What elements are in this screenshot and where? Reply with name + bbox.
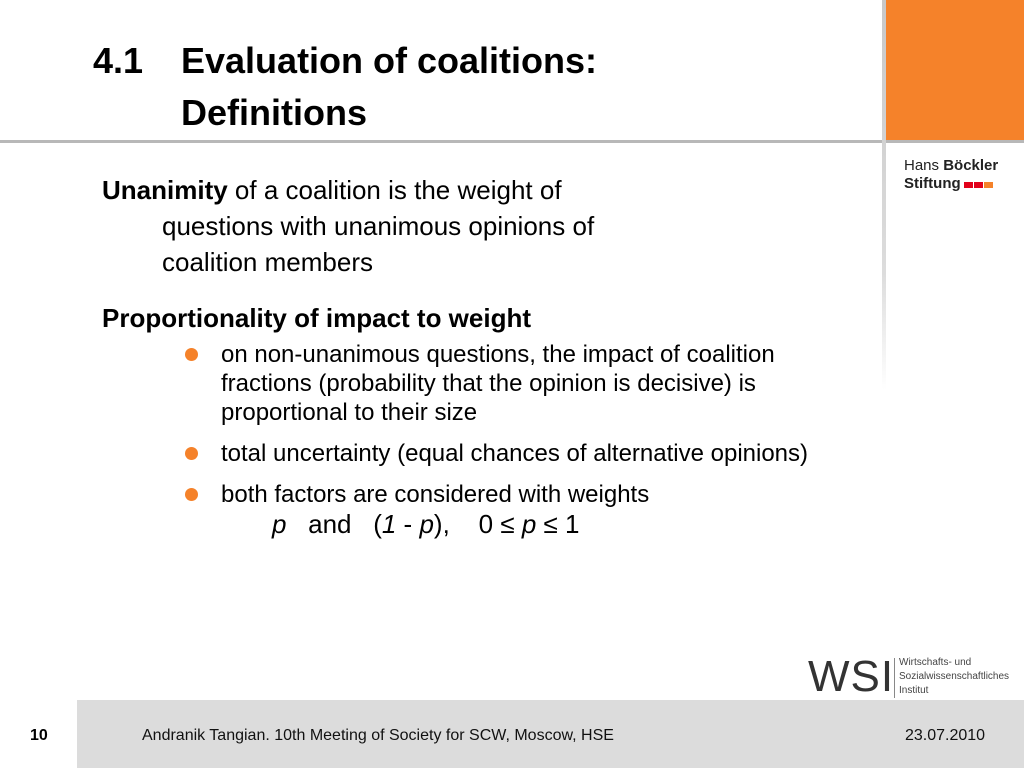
- unanimity-term: Unanimity: [102, 175, 228, 205]
- formula-range: ), 0 ≤: [433, 509, 522, 539]
- bullet-item: total uncertainty (equal chances of alte…: [184, 439, 862, 468]
- proportionality-heading: Proportionality of impact to weight: [102, 303, 531, 333]
- title-divider: [0, 140, 882, 143]
- bullet-dot-icon: [185, 447, 198, 460]
- accent-block: [886, 0, 1024, 140]
- wsi-caption-line: Wirtschafts- und: [899, 657, 972, 668]
- page-number: 10: [30, 727, 48, 744]
- formula-and: and (: [286, 509, 382, 539]
- bullet-text: both factors are considered with weights: [221, 481, 650, 508]
- logo-word-stiftung: Stiftung: [904, 175, 961, 192]
- logo-word-boeckler: Böckler: [943, 157, 999, 174]
- bullet-text: total uncertainty (equal chances of alte…: [221, 440, 809, 467]
- bullet-dot-icon: [185, 348, 198, 361]
- wsi-caption: Wirtschafts- und Sozialwissenschaftliche…: [899, 656, 1019, 698]
- page-title-line1: Evaluation of coalitions:: [181, 40, 598, 81]
- weights-formula: p and (1 - p), 0 ≤ p ≤ 1: [102, 509, 862, 540]
- unanimity-text-2: questions with unanimous opinions of: [162, 211, 595, 241]
- bullet-text: on non-unanimous questions, the impact o…: [221, 341, 775, 426]
- accent-divider: [886, 140, 1024, 143]
- wsi-separator: [894, 658, 895, 698]
- unanimity-text-1: of a coalition is the weight of: [227, 175, 562, 205]
- footer-text: Andranik Tangian. 10th Meeting of Societ…: [142, 727, 614, 744]
- slide-content: Unanimity of a coalition is the weight o…: [102, 172, 862, 540]
- unanimity-definition: Unanimity of a coalition is the weight o…: [102, 172, 862, 280]
- wsi-caption-line: Institut: [899, 685, 929, 696]
- wsi-caption-line: Sozialwissenschaftliches: [899, 671, 1010, 682]
- vertical-divider: [882, 0, 886, 390]
- formula-p: p: [419, 509, 434, 539]
- footer-date: 23.07.2010: [905, 727, 986, 744]
- page-title-line2: Definitions: [181, 92, 367, 133]
- unanimity-text-3: coalition members: [162, 247, 373, 277]
- formula-one: 1: [381, 509, 397, 539]
- wsi-logo: WSI Wirtschafts- und Sozialwissenschaftl…: [808, 652, 1009, 702]
- footer: 10 Andranik Tangian. 10th Meeting of Soc…: [0, 700, 1024, 768]
- title-block: 4.1 Evaluation of coalitions: Definition…: [0, 0, 882, 146]
- formula-p: p: [272, 509, 287, 539]
- wsi-letters: WSI: [808, 652, 895, 701]
- logo-word-hans: Hans: [904, 157, 940, 174]
- logo-bars-icon: [963, 175, 994, 193]
- bullet-item: on non-unanimous questions, the impact o…: [184, 340, 862, 427]
- bullet-item: both factors are considered with weights: [184, 480, 862, 509]
- formula-minus: -: [396, 509, 420, 539]
- hans-boeckler-logo: Hans Böckler Stiftung: [904, 157, 998, 193]
- bullet-list: on non-unanimous questions, the impact o…: [102, 340, 862, 509]
- formula-end: ≤ 1: [536, 509, 580, 539]
- page-number-box: 10: [0, 700, 77, 768]
- section-number: 4.1: [93, 40, 144, 81]
- bullet-dot-icon: [185, 488, 198, 501]
- formula-p: p: [521, 509, 537, 539]
